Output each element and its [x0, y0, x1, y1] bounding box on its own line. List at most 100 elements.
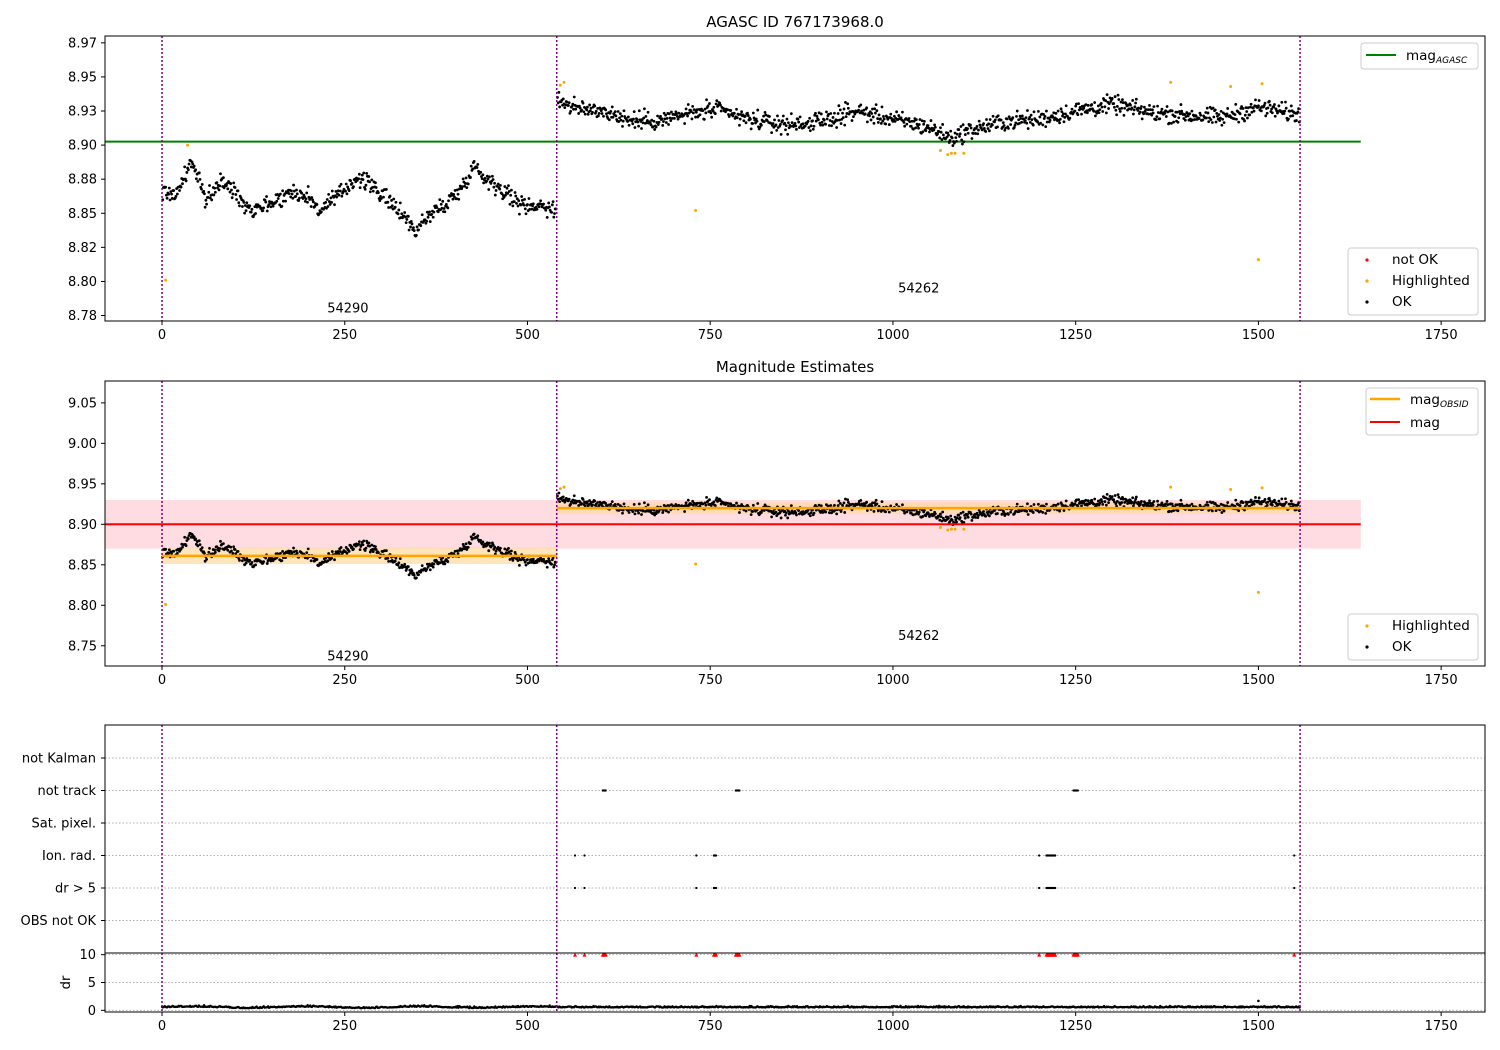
data-point-ok [1264, 114, 1268, 118]
data-point-ok [371, 185, 374, 189]
data-point-ok [586, 500, 589, 504]
data-point-ok [551, 200, 555, 204]
data-point-ok [567, 101, 571, 105]
data-point-ok [494, 549, 498, 553]
flag-category-label: not track [37, 784, 96, 799]
data-point-ok [1026, 127, 1030, 130]
data-point-ok [589, 500, 593, 504]
y-tick-label: 8.95 [68, 70, 97, 85]
data-point-ok [469, 164, 473, 168]
data-point-ok [1250, 503, 1254, 507]
data-point-ok [749, 513, 753, 517]
data-point-ok [531, 202, 535, 206]
data-point-ok [1270, 111, 1274, 115]
data-point-ok [580, 502, 583, 505]
data-point-ok [194, 177, 198, 181]
data-point-ok [863, 504, 867, 508]
data-point-ok [213, 186, 217, 190]
data-point-ok [784, 128, 787, 132]
data-point-ok [1165, 105, 1169, 108]
data-point-ok [465, 548, 469, 551]
data-point-ok [1254, 496, 1257, 499]
legend-label-mag: mag [1410, 415, 1440, 431]
data-point-ok [295, 188, 298, 192]
data-point-ok [960, 142, 964, 146]
data-point-highlighted [164, 602, 168, 606]
data-point-ok [765, 119, 769, 123]
data-point-ok [632, 503, 636, 506]
data-point-ok [670, 110, 673, 114]
data-point-ok [552, 565, 556, 569]
data-point-ok [641, 121, 645, 125]
data-point-ok [660, 117, 664, 121]
data-point-ok [518, 212, 521, 216]
data-point-ok [489, 181, 493, 185]
data-point-ok [984, 130, 988, 133]
data-point-ok [593, 104, 597, 108]
data-point-ok [1012, 126, 1016, 129]
data-point-ok [187, 162, 191, 166]
data-point-ok [542, 557, 545, 561]
data-point-ok [675, 112, 678, 116]
data-point-ok [845, 112, 849, 115]
data-point-ok [954, 136, 958, 140]
legend-marker-ok [1365, 300, 1369, 304]
data-point-ok [1045, 502, 1048, 506]
data-point-ok [1240, 105, 1243, 108]
data-point-ok [1100, 500, 1104, 504]
data-point-ok [295, 192, 299, 196]
data-point-ok [207, 550, 211, 554]
data-point-ok [420, 564, 424, 568]
data-point-ok [194, 537, 198, 541]
data-point-ok [670, 117, 674, 120]
data-point-ok [303, 199, 307, 203]
data-point-ok [325, 198, 329, 201]
data-point-ok [636, 120, 640, 124]
data-point-ok [1064, 499, 1068, 503]
data-point-ok [1151, 503, 1155, 507]
data-point-ok [857, 108, 860, 112]
data-point-ok [1175, 110, 1179, 114]
data-point-ok [630, 119, 634, 123]
data-point-ok [938, 518, 942, 522]
data-point-ok [558, 500, 562, 504]
data-point-ok [524, 563, 528, 567]
data-point-ok [222, 542, 225, 546]
data-point-ok [637, 109, 641, 113]
data-point-ok [1263, 498, 1267, 501]
data-point-ok [567, 497, 571, 501]
data-point-ok [912, 119, 916, 123]
data-point-ok [1031, 123, 1035, 127]
data-point-ok [701, 109, 705, 113]
data-point-ok [578, 106, 582, 110]
y-tick-label: 10 [79, 948, 96, 963]
data-point-ok [819, 504, 823, 508]
data-point-ok [754, 117, 758, 121]
data-point-highlighted [953, 527, 957, 531]
data-point-ok [344, 189, 347, 193]
data-point-ok [1005, 117, 1009, 121]
data-point-ok [172, 189, 176, 192]
data-point-ok [1038, 115, 1042, 119]
data-point-ok [218, 547, 222, 550]
data-point-ok [167, 548, 171, 552]
data-point-ok [627, 511, 631, 514]
data-point-ok [515, 197, 519, 201]
data-point-ok [1127, 107, 1131, 111]
data-point-ok [1289, 114, 1292, 118]
data-point-ok [655, 121, 659, 124]
data-point-ok [235, 198, 238, 201]
data-point-ok [1273, 498, 1276, 502]
data-point-ok [1154, 118, 1158, 122]
data-point-ok [574, 107, 578, 111]
legend-label-ok-2: OK [1392, 639, 1413, 655]
data-point-ok [686, 114, 689, 118]
data-point-ok [367, 541, 371, 545]
data-point-ok [1052, 111, 1056, 115]
data-point-ok [640, 513, 643, 516]
data-point-ok [1112, 102, 1116, 105]
data-point-ok [1092, 109, 1096, 113]
data-point-ok [485, 174, 489, 178]
data-point-ok [1029, 113, 1033, 117]
data-point-ok [654, 512, 658, 515]
